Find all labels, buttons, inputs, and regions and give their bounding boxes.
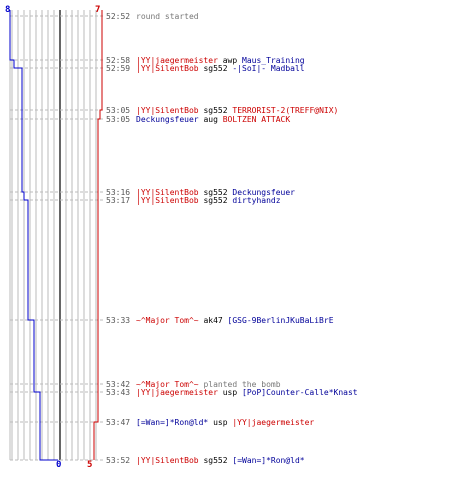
victim-name: [=Wan=]*Ron@ld* [232,456,305,465]
event-row: round started [136,12,199,21]
victim-name: Deckungsfeuer [232,188,295,197]
player-name: ~^Major Tom^~ [136,380,199,389]
event-row: |YY|SilentBob sg552 -|SoI|- Madball [136,64,305,73]
event-row: [=Wan=]*Ron@ld* usp |YY|jaegermeister [136,418,314,427]
killer-name: Deckungsfeuer [136,115,199,124]
weapon-name: sg552 [203,196,228,205]
weapon-name: usp [213,418,228,427]
weapon-name: awp [222,56,238,65]
event-text: round started [136,12,199,21]
killer-name: [=Wan=]*Ron@ld* [136,418,209,427]
red-team-end-count: 5 [87,460,93,470]
event-time: 53:33 [106,316,131,325]
killer-name: |YY|SilentBob [136,64,199,73]
killer-name: |YY|SilentBob [136,106,199,115]
event-row: |YY|jaegermeister awp Maus_Training [136,56,305,65]
event-time: 53:17 [106,196,131,205]
event-text: planted the bomb [203,380,281,389]
victim-name: [GSG-9BerlinJKuBaLiBrE [227,316,334,325]
event-row: ~^Major Tom^~ planted the bomb [136,380,281,389]
killer-name: |YY|jaegermeister [136,56,218,65]
blue-team-alive-line [9,10,58,461]
victim-name: BOLTZEN ATTACK [222,115,291,124]
weapon-name: sg552 [203,106,228,115]
event-time: 53:43 [106,388,131,397]
victim-name: Maus_Training [242,56,305,65]
weapon-name: aug [203,115,218,124]
killer-name: |YY|SilentBob [136,188,199,197]
event-row: |YY|SilentBob sg552 dirtyhandz [136,196,281,205]
victim-name: [PoP]Counter-Calle*Knast [242,388,358,397]
red-team-start-count: 7 [95,5,101,15]
killer-name: |YY|jaegermeister [136,388,218,397]
event-time: 53:42 [106,380,131,389]
blue-team-start-count: 8 [5,5,11,15]
event-time: 53:16 [106,188,131,197]
victim-name: TERRORIST-2(TREFF@NIX) [232,106,339,115]
victim-name: dirtyhandz [232,196,281,205]
victim-name: -|SoI|- Madball [232,64,305,73]
event-time: 52:59 [106,64,131,73]
event-time: 53:47 [106,418,131,427]
weapon-name: sg552 [203,456,228,465]
event-time: 53:05 [106,115,131,124]
weapon-name: sg552 [203,64,228,73]
weapon-name: usp [222,388,238,397]
event-row: |YY|jaegermeister usp [PoP]Counter-Calle… [136,388,358,397]
event-time: 53:05 [106,106,131,115]
event-time: 52:58 [106,56,131,65]
killer-name: |YY|SilentBob [136,456,199,465]
red-team-alive-line [93,10,103,460]
event-row: ~^Major Tom^~ ak47 [GSG-9BerlinJKuBaLiBr… [136,316,334,325]
event-row: |YY|SilentBob sg552 TERRORIST-2(TREFF@NI… [136,106,338,115]
killer-name: ~^Major Tom^~ [136,316,199,325]
victim-name: |YY|jaegermeister [232,418,315,427]
event-row: |YY|SilentBob sg552 [=Wan=]*Ron@ld* [136,456,305,465]
blue-team-end-count: 0 [56,460,62,470]
event-time: 52:52 [106,12,131,21]
event-time: 53:52 [106,456,131,465]
event-row: Deckungsfeuer aug BOLTZEN ATTACK [136,115,290,124]
weapon-name: sg552 [203,188,228,197]
weapon-name: ak47 [203,316,223,325]
event-row: |YY|SilentBob sg552 Deckungsfeuer [136,188,295,197]
killer-name: |YY|SilentBob [136,196,199,205]
